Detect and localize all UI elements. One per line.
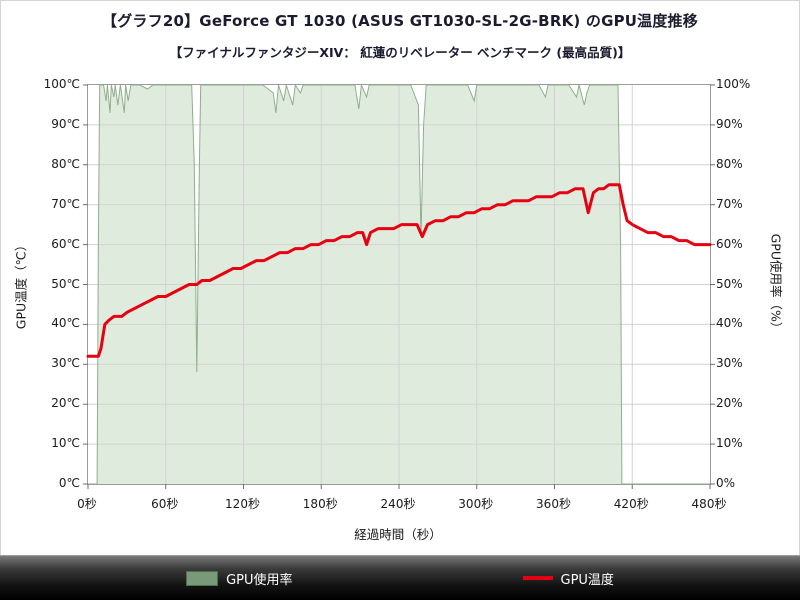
plot-svg <box>83 83 715 489</box>
y-right-tick-label: 30% <box>716 356 743 371</box>
x-tick-label: 300秒 <box>458 497 494 511</box>
x-tick-label: 480秒 <box>691 497 727 511</box>
y-left-tick-label: 10℃ <box>51 436 80 451</box>
gpu-temp-line <box>86 183 712 358</box>
y-left-tick-label: 70℃ <box>51 196 80 211</box>
y-right-tick-label: 90% <box>716 116 743 131</box>
x-tick-label: 120秒 <box>225 497 260 511</box>
y-right-tick-label: 20% <box>716 396 743 411</box>
x-tick-label: 60秒 <box>151 497 179 511</box>
x-tick-label: 0秒 <box>77 497 97 511</box>
y-left-tick-label: 60℃ <box>51 236 80 251</box>
y-left-tick-label: 40℃ <box>51 316 80 331</box>
y-right-tick-label: 40% <box>716 316 743 331</box>
gpu-usage-swatch-icon <box>186 570 219 586</box>
y-right-tick-label: 100% <box>716 77 751 91</box>
y-right-tick-label: 80% <box>716 156 743 171</box>
gpu-usage-outline <box>88 83 710 485</box>
y-left-tick-label: 30℃ <box>51 356 80 371</box>
y-left-tick-label: 0℃ <box>58 476 80 490</box>
x-axis-title: 経過時間（秒） <box>354 527 442 542</box>
y-left-tick-label: 100℃ <box>43 77 80 91</box>
y-left-tick-label: 50℃ <box>51 276 80 291</box>
y-left-tick-label: 20℃ <box>51 396 80 411</box>
x-tick-label: 240秒 <box>380 497 416 511</box>
legend-item-gpu-temp: GPU温度 <box>522 569 614 588</box>
chart-title: 【グラフ20】GeForce GT 1030 (ASUS GT1030-SL-2… <box>102 12 698 30</box>
plot-area <box>83 83 715 489</box>
y-right-tick-label: 60% <box>716 236 743 251</box>
y-right-tick-label: 10% <box>716 436 743 451</box>
x-tick-label: 180秒 <box>302 497 338 511</box>
y-left-tick-label: 80℃ <box>51 156 80 171</box>
legend-temp-label: GPU温度 <box>560 572 614 588</box>
legend-item-gpu-usage: GPU使用率 <box>186 569 293 588</box>
legend-usage-label: GPU使用率 <box>226 572 293 588</box>
y-right-tick-label: 50% <box>716 276 743 291</box>
x-tick-label: 420秒 <box>613 497 649 511</box>
gpu-temp-swatch-icon <box>522 576 553 580</box>
y-right-tick-label: 70% <box>716 196 743 211</box>
legend-bar: GPU使用率 GPU温度 <box>0 555 800 600</box>
y-left-tick-label: 90℃ <box>51 116 80 131</box>
x-tick-label: 360秒 <box>536 497 571 511</box>
chart-subtitle: 【ファイナルファンタジーXIV： 紅蓮のリベレーター ベンチマーク (最高品質)… <box>169 45 631 60</box>
y-right-tick-label: 0% <box>716 476 736 490</box>
